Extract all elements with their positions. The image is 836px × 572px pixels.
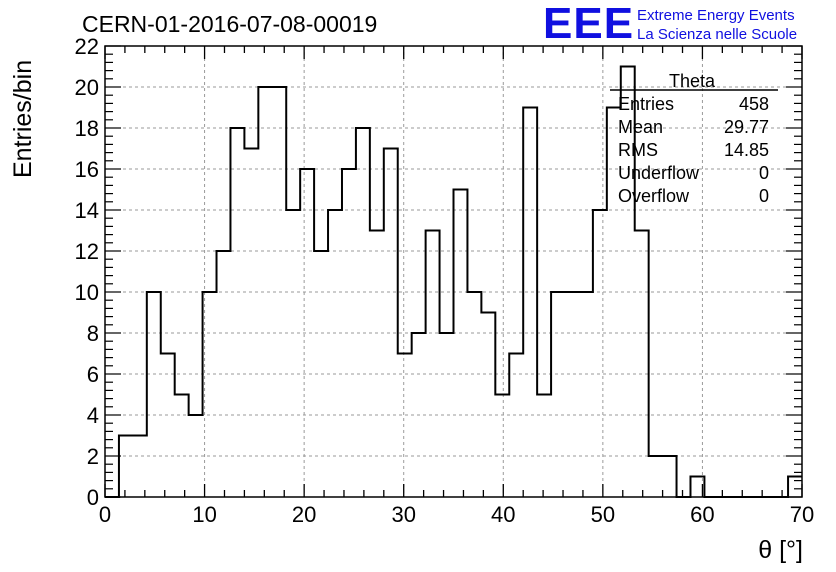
histogram-bin [286,210,300,497]
histogram-bin [412,333,426,497]
x-axis-label: θ [°] [758,536,803,564]
x-tick-label: 40 [491,502,515,527]
histogram-bin [161,354,175,498]
chart-title: CERN-01-2016-07-08-00019 [82,11,377,37]
histogram-bin [133,436,147,498]
histogram-bin [467,292,481,497]
histogram-bin [440,333,454,497]
histogram-bin [356,128,370,497]
histogram-bin [230,128,244,497]
axes: 0 10 20 30 40 50 60 70 0 2 4 6 8 10 12 14 16 18 20 22 [75,34,815,527]
stats-title: Theta [669,71,716,91]
plot-frame [104,45,803,498]
y-axis-label: Entries/bin [9,60,37,178]
stats-row-label: Underflow [618,163,700,183]
histogram-bin [258,87,272,497]
y-tick-label: 4 [87,403,99,428]
y-tick-label: 8 [87,321,99,346]
histogram-bin [635,231,649,498]
stats-row-label: RMS [618,140,658,160]
stats-row-value: 14.85 [724,140,769,160]
histogram-bin [495,395,509,498]
histogram-bin [328,210,342,497]
histogram-bin [579,292,593,497]
stats-row-label: Overflow [618,186,690,206]
histogram-bin [244,149,258,498]
histogram-bin [649,456,663,497]
histogram-bin [551,292,565,497]
histogram-bin [509,354,523,498]
stats-row-value: 458 [739,94,769,114]
logo-line-2: La Scienza nelle Scuole [637,26,797,43]
y-tick-label: 12 [75,239,99,264]
stats-row-value: 0 [759,186,769,206]
stats-row-label: Mean [618,117,663,137]
logo-line-1: Extreme Energy Events [637,7,795,24]
y-tick-label: 22 [75,34,99,59]
y-tick-label: 14 [75,198,99,223]
histogram-bin [426,231,440,498]
x-tick-label: 70 [790,502,814,527]
histogram-bin [481,313,495,498]
stats-box: Theta Entries 458 Mean 29.77 RMS 14.85 Underfl… [610,71,778,206]
histogram-bin [454,190,468,498]
histogram-bin [342,169,356,497]
histogram-bin [119,436,133,498]
histogram-bin [189,415,203,497]
histogram-bin [217,251,231,497]
y-tick-label: 6 [87,362,99,387]
y-tick-label: 0 [87,485,99,510]
y-tick-label: 18 [75,116,99,141]
histogram-bin [565,292,579,497]
histogram-bin [537,395,551,498]
histogram-bin [788,477,802,498]
stats-row-value: 0 [759,163,769,183]
histogram-bin [523,108,537,498]
histogram-bin [384,149,398,498]
histogram-bin [272,87,286,497]
histogram-outline [105,65,802,498]
histogram-bin [398,354,412,498]
histogram-bin [175,395,189,498]
x-tick-label: 60 [690,502,714,527]
x-tick-label: 10 [192,502,216,527]
histogram-bin [147,292,161,497]
x-tick-label: 20 [292,502,316,527]
histogram-bin [370,231,384,498]
histogram-bin [663,456,677,497]
y-tick-label: 10 [75,280,99,305]
x-tick-label: 30 [391,502,415,527]
y-tick-label: 2 [87,444,99,469]
stats-row-value: 29.77 [724,117,769,137]
x-tick-label: 50 [591,502,615,527]
eee-logo-icon: EEE [543,0,634,48]
stats-row-label: Entries [618,94,674,114]
y-tick-label: 20 [75,75,99,100]
y-tick-label: 16 [75,157,99,182]
histogram-bars [105,65,802,498]
histogram-bin [300,169,314,497]
histogram-bin [203,292,217,497]
histogram-bin [593,210,607,497]
histogram-bin [314,251,328,497]
x-tick-label: 0 [99,502,111,527]
